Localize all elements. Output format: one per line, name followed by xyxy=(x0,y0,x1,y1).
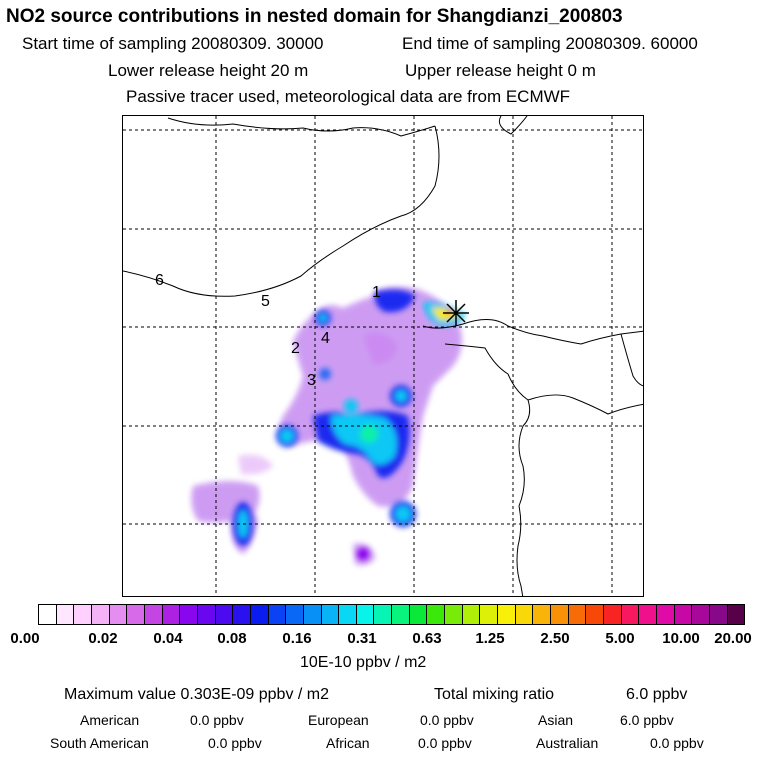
grid-lines xyxy=(123,116,643,596)
color-scale-swatch xyxy=(250,605,269,624)
legend-tick: 0.31 xyxy=(347,630,377,647)
region-label-1: 1 xyxy=(372,284,381,301)
region-name: European xyxy=(308,712,369,728)
color-scale-swatch xyxy=(356,605,375,624)
region-value: 0.0 ppbv xyxy=(190,712,244,728)
color-scale-swatch xyxy=(197,605,216,624)
legend-tick: 0.04 xyxy=(153,630,183,647)
color-scale-bar xyxy=(38,604,745,625)
region-name: Australian xyxy=(536,735,599,751)
concentration-field xyxy=(191,287,465,566)
color-scale-swatch xyxy=(374,605,393,624)
color-scale-swatch xyxy=(303,605,322,624)
color-scale-swatch xyxy=(233,605,251,624)
color-scale-swatch xyxy=(109,605,128,624)
region-value: 6.0 ppbv xyxy=(620,712,674,728)
legend-tick: 1.25 xyxy=(475,630,505,647)
region-label-2: 2 xyxy=(291,340,300,357)
color-scale-swatch xyxy=(215,605,234,624)
legend-tick: 0.00 xyxy=(10,630,40,647)
color-scale-swatch xyxy=(533,605,552,624)
legend-tick: 0.16 xyxy=(282,630,312,647)
color-scale-swatch xyxy=(515,605,534,624)
color-scale-swatch xyxy=(427,605,446,624)
tracer-note: Passive tracer used, meteorological data… xyxy=(126,87,571,106)
legend-tick: 20.00 xyxy=(714,630,752,647)
region-label-4: 4 xyxy=(321,330,330,347)
color-scale-swatch xyxy=(339,605,357,624)
map-canvas xyxy=(123,116,643,596)
color-scale-swatch xyxy=(480,605,499,624)
map-panel: 1 2 3 4 5 6 xyxy=(122,115,644,597)
color-scale-swatch xyxy=(709,605,728,624)
color-scale-swatch xyxy=(604,605,622,624)
color-scale-swatch xyxy=(91,605,110,624)
legend-tick: 0.08 xyxy=(217,630,247,647)
region-value: 0.0 ppbv xyxy=(208,735,262,751)
color-scale-swatch xyxy=(39,605,57,624)
color-scale-swatch xyxy=(656,605,675,624)
color-scale-swatch xyxy=(392,605,410,624)
color-scale-swatch xyxy=(727,605,745,624)
region-name: African xyxy=(326,735,370,751)
color-scale-swatch xyxy=(409,605,428,624)
legend-units: 10E-10 ppbv / m2 xyxy=(300,654,427,671)
legend-tick: 10.00 xyxy=(662,630,700,647)
color-scale-swatch xyxy=(568,605,587,624)
legend-tick: 2.50 xyxy=(540,630,570,647)
color-scale-swatch xyxy=(180,605,198,624)
color-scale-swatch xyxy=(586,605,604,624)
color-scale-swatch xyxy=(127,605,145,624)
end-time: End time of sampling 20080309. 60000 xyxy=(402,34,698,53)
lower-release-height: Lower release height 20 m xyxy=(108,61,309,80)
color-scale-swatch xyxy=(56,605,75,624)
color-scale-swatch xyxy=(551,605,569,624)
legend-tick: 5.00 xyxy=(605,630,635,647)
color-scale-swatch xyxy=(321,605,340,624)
start-time: Start time of sampling 20080309. 30000 xyxy=(22,34,324,53)
color-scale-swatch xyxy=(286,605,304,624)
region-value: 0.0 ppbv xyxy=(418,735,472,751)
color-scale-swatch xyxy=(692,605,710,624)
x-star-icon xyxy=(443,300,469,326)
total-mixing-label: Total mixing ratio xyxy=(434,686,555,703)
color-scale-swatch xyxy=(621,605,640,624)
legend-tick: 0.63 xyxy=(412,630,442,647)
region-value: 0.0 ppbv xyxy=(650,735,704,751)
legend-tick: 0.02 xyxy=(88,630,118,647)
country-borders xyxy=(123,116,643,596)
color-scale-swatch xyxy=(639,605,657,624)
region-label-6: 6 xyxy=(155,272,164,289)
plot-title: NO2 source contributions in nested domai… xyxy=(6,6,623,27)
region-label-5: 5 xyxy=(261,293,270,310)
color-scale-swatch xyxy=(74,605,92,624)
color-scale-swatch xyxy=(498,605,516,624)
color-scale-swatch xyxy=(674,605,693,624)
region-value: 0.0 ppbv xyxy=(420,712,474,728)
max-value: Maximum value 0.303E-09 ppbv / m2 xyxy=(64,686,330,703)
region-name: American xyxy=(80,712,140,728)
color-scale-swatch xyxy=(162,605,181,624)
upper-release-height: Upper release height 0 m xyxy=(405,61,596,80)
region-name: Asian xyxy=(538,712,574,728)
color-scale-swatch xyxy=(144,605,163,624)
color-scale-swatch xyxy=(445,605,463,624)
total-mixing-value: 6.0 ppbv xyxy=(626,686,688,703)
color-scale-swatch xyxy=(462,605,481,624)
region-name: South American xyxy=(50,735,149,751)
color-scale-swatch xyxy=(268,605,287,624)
region-label-3: 3 xyxy=(307,372,316,389)
